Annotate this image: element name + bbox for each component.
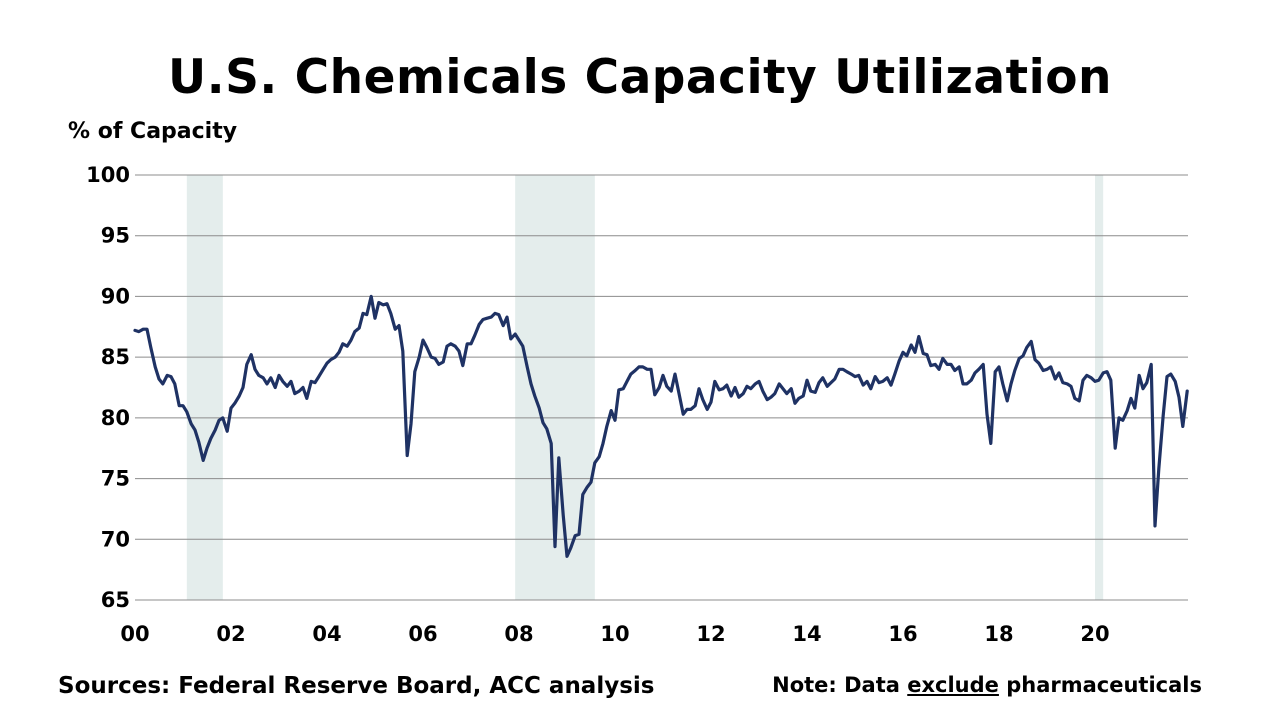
series-layer [133, 294, 1189, 558]
recession-shading [186, 175, 1104, 600]
x-tick-18: 18 [984, 622, 1013, 646]
y-tick-90: 90 [101, 284, 130, 308]
note-prefix: Note: Data [772, 673, 908, 697]
y-tick-85: 85 [101, 345, 130, 369]
x-tick-12: 12 [696, 622, 725, 646]
x-tick-20: 20 [1080, 622, 1109, 646]
x-tick-10: 10 [600, 622, 629, 646]
y-axis-label: % of Capacity [68, 119, 238, 144]
y-tick-100: 100 [86, 163, 130, 187]
x-tick-16: 16 [888, 622, 917, 646]
y-tick-65: 65 [101, 588, 130, 612]
y-tick-70: 70 [101, 527, 130, 551]
data-note: Note: Data exclude pharmaceuticals [772, 673, 1202, 697]
x-tick-04: 04 [312, 622, 341, 646]
x-tick-02: 02 [216, 622, 245, 646]
x-tick-06: 06 [408, 622, 437, 646]
y-tick-labels: 65 70 75 80 85 90 95 100 [86, 163, 130, 612]
x-tick-08: 08 [504, 622, 533, 646]
line-chart: 65 70 75 80 85 90 95 100 00 02 04 06 08 10 12 14 16 18 20 [86, 163, 1189, 646]
y-tick-95: 95 [101, 224, 130, 248]
x-tick-14: 14 [792, 622, 821, 646]
y-tick-80: 80 [101, 406, 130, 430]
x-tick-00: 00 [120, 622, 149, 646]
series-line-0 [133, 294, 1189, 558]
recession-band-0 [186, 175, 223, 600]
gridlines [135, 174, 1188, 601]
sources-note: Sources: Federal Reserve Board, ACC anal… [58, 673, 655, 699]
y-tick-75: 75 [101, 467, 130, 491]
note-underlined: exclude [907, 673, 999, 697]
chart-title: U.S. Chemicals Capacity Utilization [168, 50, 1112, 105]
recession-band-2 [1095, 175, 1104, 600]
x-tick-labels: 00 02 04 06 08 10 12 14 16 18 20 [120, 622, 1109, 646]
note-suffix: pharmaceuticals [998, 673, 1202, 697]
